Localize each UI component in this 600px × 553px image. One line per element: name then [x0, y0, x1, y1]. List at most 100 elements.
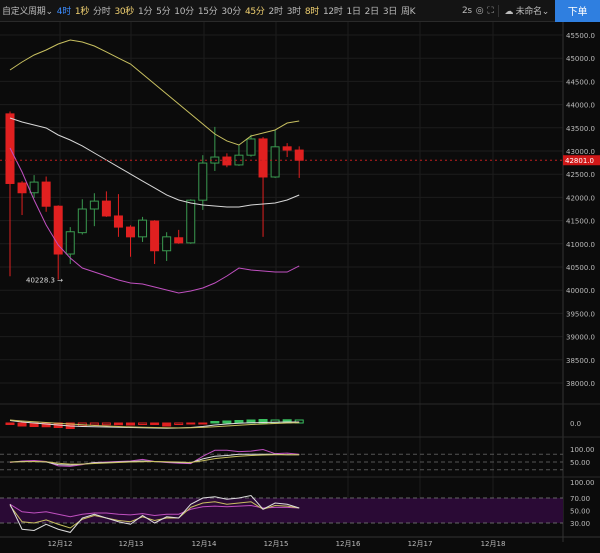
price-tick: 42500.0	[566, 171, 595, 179]
macd-bar	[126, 422, 135, 426]
candle-down	[222, 156, 232, 166]
macd-zero-label: 0.0	[570, 420, 581, 428]
candle-up	[77, 208, 87, 234]
timeframe-9[interactable]: 45分	[244, 7, 265, 17]
kdj-tick: 50.00	[570, 459, 590, 467]
cloud-icon: ☁	[504, 7, 514, 17]
timeframe-1[interactable]: 1秒	[74, 7, 90, 17]
layout-name: 未命名	[515, 7, 542, 17]
rsi-tick: 70.00	[570, 495, 590, 503]
macd-bar	[150, 422, 160, 425]
timeframe-17[interactable]: 周K	[400, 7, 416, 17]
candle-up	[29, 181, 39, 194]
price-tick: 45500.0	[566, 32, 595, 40]
custom-period-dropdown[interactable]: 自定义周期⌄	[2, 7, 53, 17]
timeframe-2[interactable]: 分时	[93, 7, 111, 17]
timeframe-3[interactable]: 30秒	[114, 7, 135, 17]
candle-up	[234, 154, 244, 166]
price-tick: 41000.0	[566, 241, 595, 249]
macd-bar	[138, 422, 148, 425]
timeframe-16[interactable]: 3日	[382, 7, 397, 17]
candle-up	[65, 231, 75, 255]
timeframe-6[interactable]: 10分	[174, 7, 194, 17]
timeframe-7[interactable]: 15分	[197, 7, 218, 17]
rsi-tick: 100.00	[570, 479, 595, 487]
price-tick: 38500.0	[566, 357, 595, 365]
timeframe-12[interactable]: 8时	[304, 7, 319, 17]
candle-up	[246, 138, 256, 156]
price-tick: 42000.0	[566, 194, 595, 202]
candle-down	[113, 215, 123, 228]
time-tick: 12月18	[481, 540, 506, 548]
candle-up	[138, 219, 148, 238]
macd-dea-line	[9, 419, 300, 429]
timeframe-4[interactable]: 1分	[138, 7, 153, 17]
candle-up	[198, 162, 208, 201]
candle-down	[174, 237, 184, 244]
price-tick: 43000.0	[566, 148, 595, 156]
rsi-band	[0, 498, 563, 523]
camera-icon[interactable]: ◎	[475, 5, 484, 16]
candle-down	[41, 181, 51, 207]
order-button[interactable]: 下单	[555, 0, 600, 22]
layout-dropdown[interactable]: ☁ 未命名⌄	[504, 7, 549, 17]
chart-canvas[interactable]: 45500.0 45000.0 44500.0 44000.0 43500.0 43000…	[0, 22, 600, 553]
macd-bar	[222, 420, 232, 424]
time-tick: 12月12	[48, 540, 73, 548]
candle-down	[17, 182, 27, 194]
toolbar-right-group: 2s ◎ ⛶ ☁ 未命名⌄ 下单	[460, 0, 600, 22]
price-tick: 39000.0	[566, 334, 595, 342]
timeframe-0[interactable]: 4时	[56, 7, 71, 17]
price-tick: 45000.0	[566, 55, 595, 63]
macd-bar	[198, 422, 208, 425]
candle-down	[126, 226, 135, 238]
timeframe-8[interactable]: 30分	[221, 7, 241, 17]
macd-bar	[174, 422, 184, 425]
price-tick: 41500.0	[566, 218, 595, 226]
timeframe-11[interactable]: 3时	[286, 7, 301, 17]
toolbar: 自定义周期⌄ 4时 1秒 分时 30秒 1分 5分 10分 15分 30分 45分 2时 3时 8时 12…	[0, 0, 600, 22]
bollinger-lower	[9, 147, 300, 294]
price-tick: 43500.0	[566, 125, 595, 133]
timeframe-10[interactable]: 2时	[268, 7, 283, 17]
time-tick: 12月13	[119, 540, 144, 548]
rsi24-line	[9, 503, 300, 518]
macd-bar	[210, 421, 220, 424]
macd-bar	[5, 422, 15, 425]
fullscreen-icon[interactable]: ⛶	[487, 5, 494, 16]
price-tick: 39500.0	[566, 310, 595, 318]
candle-down	[150, 220, 160, 252]
timeframe-5[interactable]: 5分	[156, 7, 171, 17]
candle-down	[101, 200, 111, 217]
time-tick: 12月15	[264, 540, 289, 548]
timeframe-14[interactable]: 1日	[346, 7, 361, 17]
macd-bar	[186, 422, 196, 425]
candle-up	[210, 156, 220, 164]
macd-bar	[162, 422, 172, 427]
kdj-k-line	[9, 453, 300, 466]
candle-up	[186, 199, 196, 244]
kdj-tick: 100.00	[570, 446, 595, 454]
price-tick: 44500.0	[566, 78, 595, 86]
timeframe-list: 4时 1秒 分时 30秒 1分 5分 10分 15分 30分 45分 2时 3时 8时 12时 1日 2日 3日…	[55, 4, 418, 17]
bollinger-middle	[9, 117, 300, 208]
time-tick: 12月14	[192, 540, 217, 548]
bollinger-upper	[9, 39, 300, 146]
macd-bar	[89, 422, 99, 426]
candle-down	[258, 138, 268, 178]
candle-up	[89, 200, 99, 210]
rsi-tick: 30.00	[570, 520, 590, 528]
refresh-interval[interactable]: 2s	[461, 5, 472, 16]
macd-bar	[234, 420, 244, 424]
macd-bar	[17, 422, 27, 427]
timeframe-15[interactable]: 2日	[364, 7, 379, 17]
rsi6-line	[9, 494, 300, 533]
candle-up	[270, 146, 280, 178]
time-tick: 12月16	[336, 540, 361, 548]
timeframe-13[interactable]: 12时	[322, 7, 343, 17]
low-marker: 40228.3 →	[26, 277, 63, 285]
macd-bar	[101, 422, 111, 426]
candle-down	[294, 149, 304, 161]
divider	[498, 4, 500, 17]
kdj-d-line	[9, 454, 300, 465]
